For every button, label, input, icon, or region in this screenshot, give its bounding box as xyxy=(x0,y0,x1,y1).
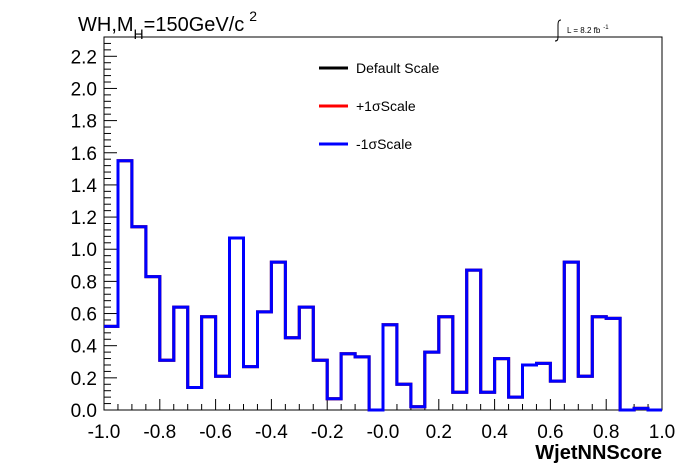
y-tick-label: 0.2 xyxy=(71,369,97,390)
x-axis-label: WjetNNScore xyxy=(535,442,662,464)
integral-sign-icon xyxy=(554,19,562,42)
chart-title-subscript: H xyxy=(134,26,144,42)
y-tick-label: 0.4 xyxy=(71,337,98,358)
x-tick-label: -0.6 xyxy=(199,422,232,443)
y-tick-label: 1.2 xyxy=(71,208,97,229)
y-tick-label: 2.0 xyxy=(71,79,97,100)
x-axis: -1.0 -0.8 -0.6 -0.4 -0.2 -0.0 0.2 0.4 0.6 0.8 1.0 xyxy=(88,399,675,443)
lumi-superscript: -1 xyxy=(603,25,609,31)
x-tick-label: 0.8 xyxy=(593,422,619,443)
lumi-annotation: L = 8.2 fb -1 xyxy=(554,19,609,42)
x-tick-label: 0.4 xyxy=(481,422,508,443)
x-tick-label: 1.0 xyxy=(649,422,675,443)
legend-label-0: Default Scale xyxy=(356,60,439,76)
legend-label-1: +1σScale xyxy=(356,98,416,114)
y-tick-label: 1.6 xyxy=(71,144,97,165)
series-line-2 xyxy=(104,159,662,412)
x-tick-label: -1.0 xyxy=(88,422,121,443)
series-layer xyxy=(104,159,662,412)
lumi-text: L = 8.2 fb xyxy=(567,26,601,35)
x-tick-label: -0.0 xyxy=(367,422,400,443)
y-axis: 0.0 0.2 0.4 0.6 0.8 1.0 1.2 1.4 1.6 1.8 2.0 2.2 xyxy=(71,36,117,422)
chart-title: WH,MH=150GeV/c 2 xyxy=(78,8,257,42)
chart-title-rest: =150GeV/c xyxy=(144,14,245,36)
lumi-label: L = 8.2 fb -1 xyxy=(567,25,609,35)
x-tick-label: -0.8 xyxy=(143,422,176,443)
y-tick-label: 0.8 xyxy=(71,272,97,293)
y-tick-label: 1.4 xyxy=(71,176,98,197)
x-tick-label: 0.2 xyxy=(426,422,452,443)
x-tick-label: -0.4 xyxy=(255,422,288,443)
x-tick-label: 0.6 xyxy=(537,422,563,443)
legend-label-2: -1σScale xyxy=(356,136,412,152)
y-tick-label: 1.0 xyxy=(71,240,97,261)
y-tick-label: 1.8 xyxy=(71,112,97,133)
chart-title-superscript: 2 xyxy=(249,8,257,24)
legend: Default Scale +1σScale -1σScale xyxy=(319,60,439,152)
chart-title-main: WH,M xyxy=(78,14,134,36)
y-tick-label: 0.6 xyxy=(71,305,97,326)
y-tick-label: 2.2 xyxy=(71,47,97,68)
x-tick-label: -0.2 xyxy=(311,422,344,443)
y-tick-label: 0.0 xyxy=(71,401,97,422)
